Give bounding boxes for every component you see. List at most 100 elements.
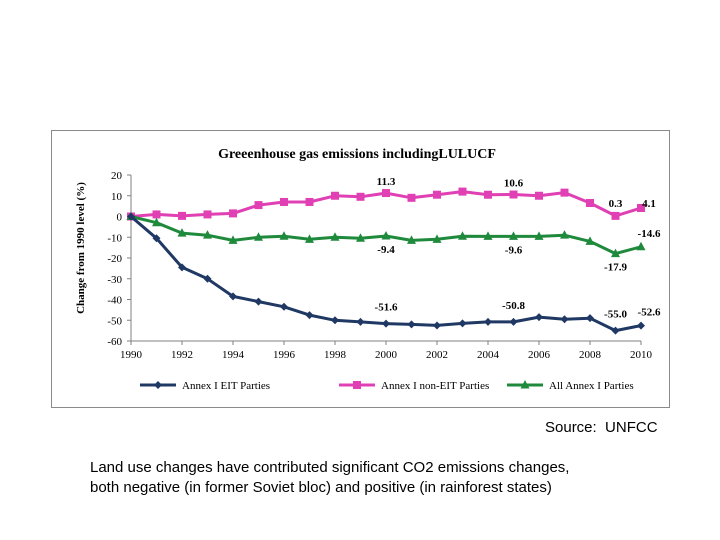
data-point: [509, 190, 518, 199]
data-label: -14.6: [638, 228, 661, 240]
caption: Land use changes have contributed signif…: [90, 458, 670, 498]
chart-title: Greeenhouse gas emissions includingLULUC…: [218, 147, 496, 162]
data-point: [611, 248, 620, 258]
data-point: [484, 317, 492, 326]
data-label: 0.3: [609, 198, 623, 210]
x-tick-label: 2006: [528, 349, 551, 361]
data-point: [407, 193, 416, 202]
legend-item-2: All Annex I Parties: [507, 380, 634, 392]
data-point: [509, 231, 518, 240]
x-tick-label: 2008: [579, 349, 602, 361]
data-point: [228, 235, 238, 244]
x-tick-label: 1994: [222, 349, 245, 361]
data-point: [637, 321, 645, 330]
line-chart: Greeenhouse gas emissions includingLULUC…: [75, 147, 661, 392]
data-point: [433, 190, 441, 199]
y-tick-label: 0: [117, 212, 123, 224]
y-tick-label: 20: [111, 170, 123, 182]
y-tick-label: -20: [107, 253, 122, 265]
data-label: -50.8: [502, 300, 525, 312]
data-point: [433, 321, 441, 330]
legend-item-0: Annex I EIT Parties: [140, 380, 270, 392]
data-point: [560, 188, 569, 197]
y-tick-label: -30: [107, 274, 122, 286]
data-point: [585, 236, 595, 245]
data-point: [560, 315, 569, 324]
data-point: [229, 292, 237, 301]
legend-marker: [520, 380, 530, 389]
y-tick-label: 10: [111, 191, 123, 203]
x-tick-label: 2010: [630, 349, 653, 361]
y-tick-label: -40: [107, 295, 122, 307]
data-point: [152, 210, 161, 219]
legend: Annex I EIT Parties Annex I non-EIT Parti…: [140, 380, 634, 392]
data-point: [560, 230, 569, 239]
data-point: [382, 319, 390, 328]
data-point: [586, 199, 594, 208]
y-tick-label: -50: [107, 315, 122, 327]
data-point: [177, 228, 187, 237]
x-tick-label: 1992: [171, 349, 193, 361]
data-point: [127, 212, 135, 221]
x-tick-label: 2004: [477, 349, 500, 361]
data-label: -52.6: [638, 307, 661, 319]
series-lines: [126, 187, 646, 335]
legend-marker: [154, 381, 162, 389]
legend-label: All Annex I Parties: [549, 380, 634, 392]
y-tick-label: -10: [107, 232, 122, 244]
data-point: [330, 232, 340, 241]
data-point: [178, 263, 186, 272]
data-point: [611, 326, 620, 335]
series-0: [127, 212, 645, 335]
data-point: [636, 241, 646, 251]
data-point: [407, 320, 416, 329]
data-point: [305, 234, 314, 243]
data-point: [331, 191, 339, 200]
legend-label: Annex I non-EIT Parties: [381, 380, 489, 392]
data-point: [280, 197, 288, 206]
data-point: [203, 230, 212, 239]
legend-label: Annex I EIT Parties: [182, 380, 270, 392]
data-point: [432, 234, 442, 243]
x-tick-label: 1996: [273, 349, 296, 361]
caption-line-1: Land use changes have contributed signif…: [90, 459, 570, 476]
data-label: 11.3: [377, 176, 396, 188]
data-point: [458, 319, 467, 328]
data-point: [381, 231, 391, 240]
data-point: [535, 191, 543, 200]
data-point: [152, 234, 161, 243]
data-point: [203, 210, 212, 219]
data-point: [254, 232, 263, 241]
data-point: [305, 197, 314, 206]
data-point: [254, 297, 263, 306]
caption-line-2: both negative (in former Soviet bloc) an…: [90, 479, 552, 496]
data-label: -51.6: [375, 302, 398, 314]
x-tick-label: 2000: [375, 349, 398, 361]
chart-frame: Greeenhouse gas emissions includingLULUC…: [51, 130, 670, 408]
data-point: [356, 192, 365, 201]
data-label: -55.0: [604, 309, 627, 321]
x-tick-label: 1990: [120, 349, 143, 361]
x-tick-label: 2002: [426, 349, 448, 361]
data-point: [305, 311, 314, 320]
data-point: [586, 314, 594, 323]
y-axis-label: Change from 1990 level (%): [75, 182, 87, 314]
data-point: [279, 231, 289, 240]
data-labels: 11.3 10.6 0.3 4.1 -9.4 -9.6 -17.9 -14.6 -51.6 -50…: [375, 176, 661, 321]
data-point: [382, 189, 390, 198]
series-1: [127, 187, 645, 221]
y-tick-label: -60: [107, 336, 122, 348]
data-point: [254, 201, 263, 210]
data-point: [637, 203, 645, 212]
legend-item-1: Annex I non-EIT Parties: [339, 380, 489, 392]
data-label: 10.6: [504, 178, 524, 190]
data-point: [331, 316, 339, 325]
data-point: [280, 302, 288, 311]
data-point: [484, 190, 492, 199]
data-point: [152, 217, 161, 227]
data-point: [535, 313, 543, 322]
data-point: [203, 274, 212, 283]
data-point: [407, 235, 416, 244]
data-point: [458, 187, 467, 196]
